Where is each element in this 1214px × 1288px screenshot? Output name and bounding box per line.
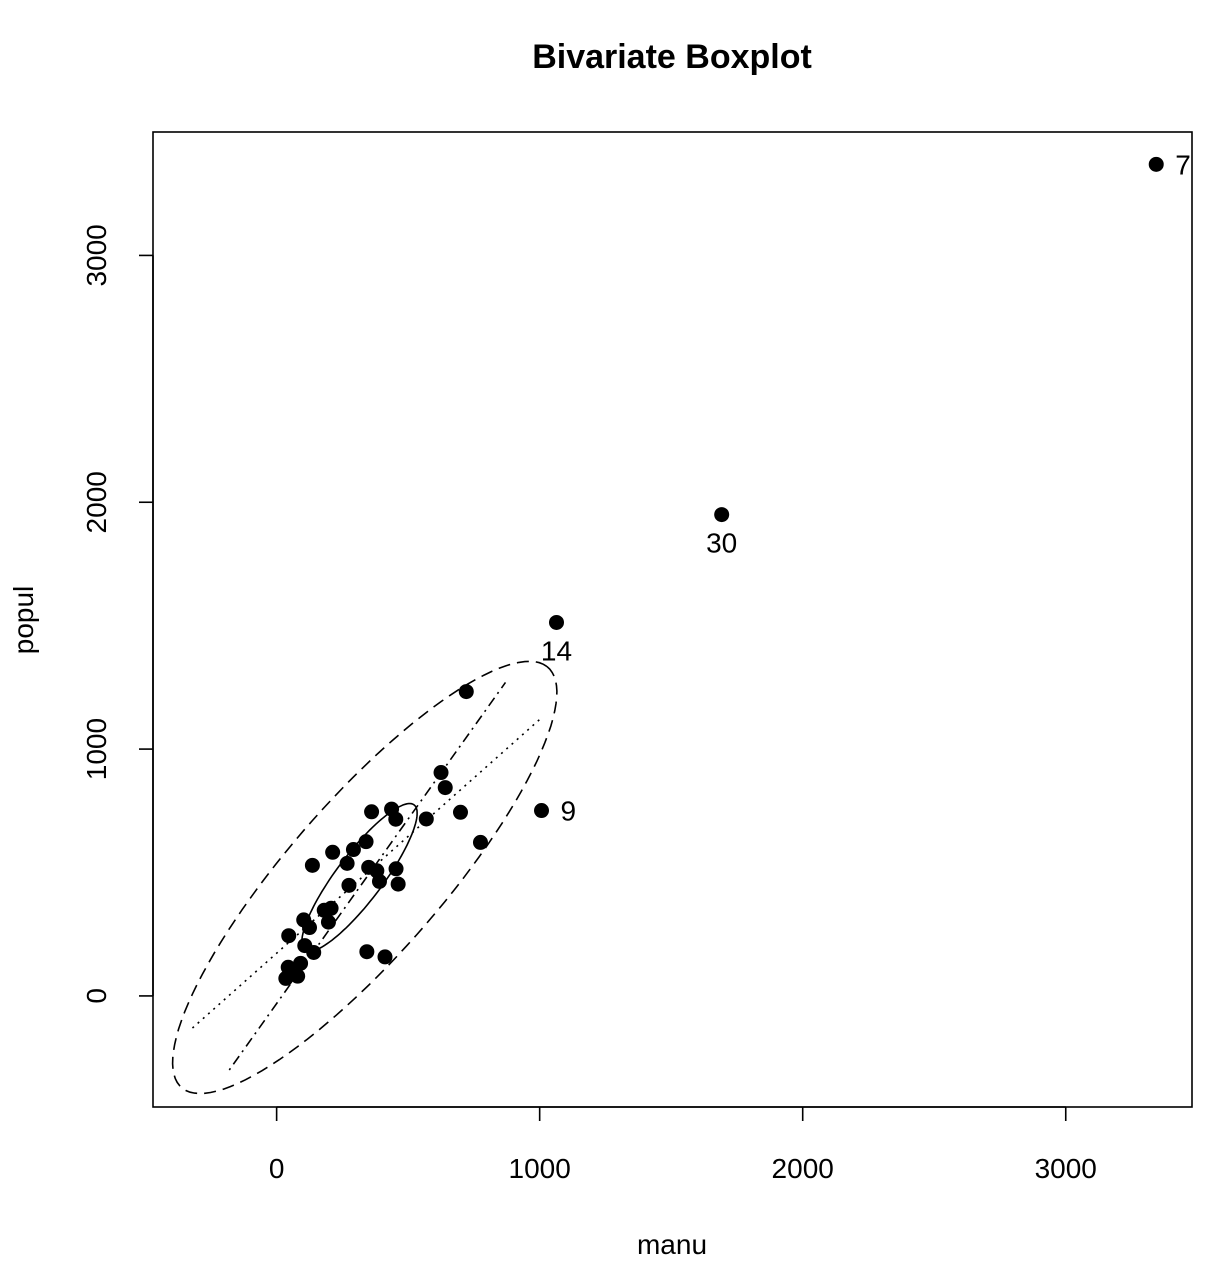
data-point — [418, 811, 434, 827]
y-axis: 0 1000 2000 3000 — [81, 224, 154, 1004]
point-labels-layer: 7 30 14 9 — [541, 149, 1191, 826]
data-point — [358, 834, 374, 850]
x-tick-label: 3000 — [1035, 1153, 1097, 1184]
data-point — [290, 968, 306, 984]
x-axis: 0 1000 2000 3000 — [269, 1106, 1097, 1184]
chart-title: Bivariate Boxplot — [532, 38, 812, 76]
data-point — [306, 944, 322, 960]
data-point — [388, 861, 404, 877]
data-point — [296, 912, 312, 928]
ellipses-layer — [171, 660, 558, 1095]
points-layer — [278, 156, 1164, 986]
y-tick-label: 2000 — [81, 471, 112, 533]
data-point — [364, 804, 380, 820]
data-point — [388, 811, 404, 827]
data-point — [281, 928, 297, 944]
y-tick-label: 3000 — [81, 224, 112, 286]
outer-ellipse — [171, 660, 558, 1095]
data-point — [437, 780, 453, 796]
data-point — [278, 970, 294, 986]
data-point — [341, 877, 357, 893]
data-point — [371, 873, 387, 889]
y-axis-label: popul — [8, 586, 39, 655]
data-point — [339, 855, 355, 871]
data-point — [390, 876, 406, 892]
data-point — [458, 684, 474, 700]
x-tick-label: 0 — [269, 1153, 285, 1184]
data-point — [1148, 156, 1164, 172]
y-tick-label: 0 — [81, 988, 112, 1004]
data-point — [316, 902, 332, 918]
data-point — [325, 844, 341, 860]
point-label: 7 — [1175, 149, 1191, 180]
data-point — [345, 842, 361, 858]
point-label: 30 — [706, 528, 737, 559]
data-point — [714, 507, 730, 523]
y-tick-label: 1000 — [81, 718, 112, 780]
x-tick-label: 2000 — [772, 1153, 834, 1184]
point-label: 14 — [541, 635, 572, 666]
plot-frame — [152, 131, 1193, 1108]
data-point — [472, 834, 488, 850]
regression-line-dotdash — [228, 681, 507, 1071]
data-point — [549, 614, 565, 630]
point-label: 9 — [561, 796, 577, 827]
data-point — [377, 949, 393, 965]
x-axis-label: manu — [637, 1229, 707, 1260]
data-point — [293, 955, 309, 971]
data-point — [452, 804, 468, 820]
data-point — [534, 803, 550, 819]
data-point — [433, 765, 449, 781]
x-tick-label: 1000 — [509, 1153, 571, 1184]
data-point — [304, 857, 320, 873]
data-point — [320, 914, 336, 930]
regression-lines-layer — [191, 681, 541, 1071]
data-point — [359, 944, 375, 960]
